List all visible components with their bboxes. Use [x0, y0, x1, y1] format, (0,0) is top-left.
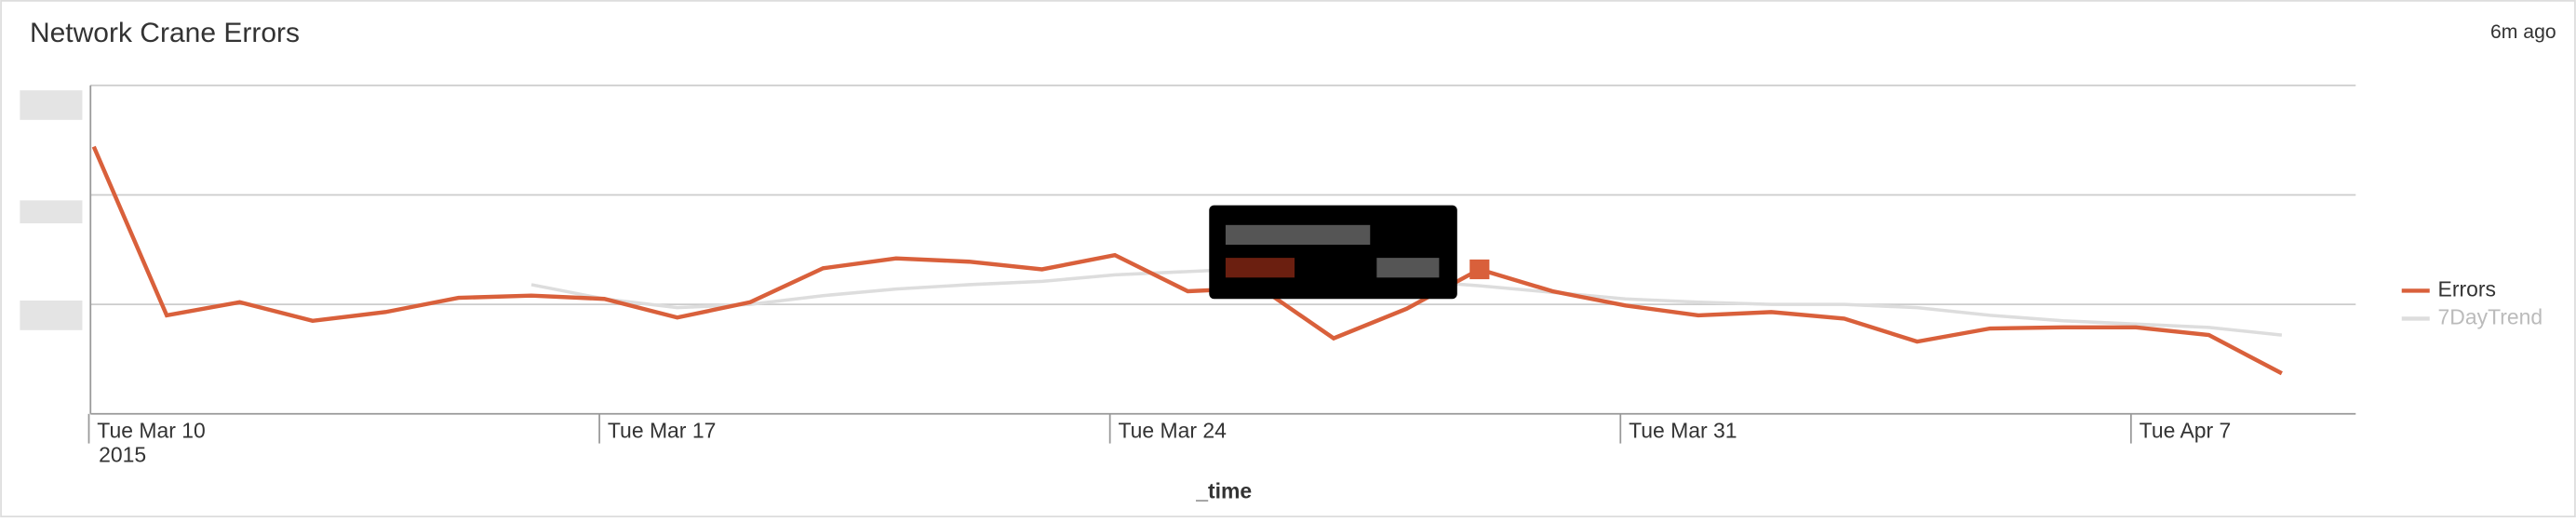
blurred-label	[20, 301, 83, 330]
x-tick-label: Tue Mar 31	[1629, 418, 1737, 442]
tooltip-blur	[1225, 224, 1371, 245]
x-tick-label: Tue Mar 10	[97, 418, 205, 442]
blurred-y-labels	[20, 90, 83, 330]
chart-title: Network Crane Errors	[30, 18, 300, 48]
series-line	[91, 145, 2283, 376]
x-year-label: 2015	[99, 443, 146, 467]
x-tick-label: Tue Mar 24	[1118, 418, 1227, 442]
legend-label: 7DayTrend	[2438, 304, 2543, 328]
x-tick-label: Tue Mar 17	[608, 418, 716, 442]
tooltip	[1209, 205, 1457, 300]
tooltip-blur	[1376, 258, 1440, 278]
updated-time: 6m ago	[2490, 21, 2556, 43]
blurred-label	[20, 90, 83, 120]
tooltip-blur	[1225, 258, 1295, 278]
x-tick-label: Tue Apr 7	[2140, 418, 2232, 442]
blurred-label	[20, 200, 83, 224]
highlight-point	[1469, 259, 1490, 280]
legend-label: Errors	[2438, 276, 2496, 301]
x-axis-title: _time	[1195, 479, 1252, 503]
